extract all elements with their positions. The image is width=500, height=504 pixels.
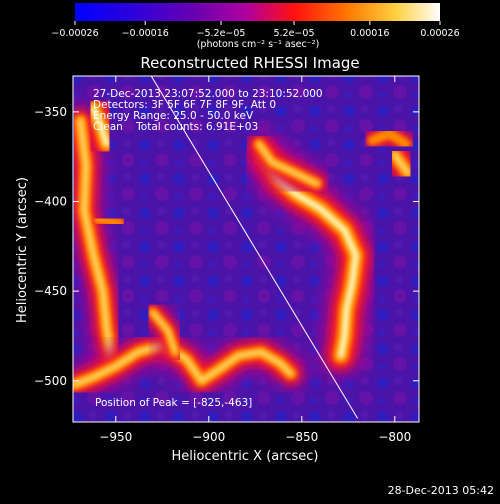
- chart-title: Reconstructed RHESSI Image: [140, 54, 359, 72]
- colorbar-tick-label: 0.00016: [350, 28, 389, 39]
- emission-yellow: [73, 342, 293, 387]
- emission-top-right-spot: [376, 136, 419, 192]
- emission-right-arc: [242, 134, 378, 378]
- colorbar: −0.00026 −0.00016 −5.2e−05 5.2e−05 0.00016 0.…: [51, 3, 460, 50]
- emission-mid-lower-patch: [138, 298, 190, 367]
- annotations: 27-Dec-2013 23:07:52.000 to 23:10:52.000…: [93, 88, 323, 409]
- y-tick-label: −450: [34, 284, 67, 298]
- y-tick-label: −350: [34, 105, 67, 119]
- emission-yellow: [257, 142, 319, 186]
- solar-limb-line: [150, 76, 359, 419]
- emission-core: [92, 106, 108, 146]
- y-axis: −350 −400 −450 −500: [34, 105, 419, 388]
- plot-frame: [72, 75, 420, 423]
- colorbar-tick-label: 0.00026: [420, 28, 459, 39]
- colorbar-tick-label: −0.00016: [122, 28, 169, 39]
- y-tick-label: −500: [34, 374, 67, 388]
- y-tick-label: −400: [34, 194, 67, 208]
- emission-mid-left-blob: [84, 206, 133, 236]
- emission-orange: [367, 128, 411, 149]
- emission-orange: [92, 214, 124, 228]
- annotation-peak: Position of Peak = [-825,-463]: [95, 397, 252, 409]
- annotation-energy: Energy Range: 25.0 - 50.0 keV: [93, 110, 254, 122]
- colorbar-units: (photons cm⁻² s⁻¹ asec⁻²): [197, 39, 320, 50]
- y-axis-label: Heliocentric Y (arcsec): [15, 177, 30, 323]
- colorbar-tick-label: −5.2e−05: [197, 28, 246, 39]
- x-axis-label: Heliocentric X (arcsec): [172, 449, 319, 464]
- colorbar-ticks: −0.00026 −0.00016 −5.2e−05 5.2e−05 0.00016 0.…: [51, 21, 460, 39]
- x-tick-label: −900: [192, 430, 225, 444]
- annotation-time-range: 27-Dec-2013 23:07:52.000 to 23:10:52.000: [93, 88, 323, 100]
- emission-yellow: [78, 118, 115, 366]
- colorbar-tick-label: −0.00026: [51, 28, 98, 39]
- x-tick-label: −950: [99, 430, 132, 444]
- colorbar-gradient: [75, 3, 440, 21]
- annotation-method: Clean Total counts: 6.91E+03: [93, 121, 258, 133]
- heatmap-image: [73, 76, 419, 422]
- emission-top-right-ring: [359, 119, 419, 158]
- annotation-detectors: Detectors: 3F 5F 6F 7F 8F 9F, Att 0: [93, 99, 276, 111]
- x-axis: −950 −900 −850 −800: [99, 76, 411, 444]
- colorbar-tick-label: 5.2e−05: [273, 28, 314, 39]
- emission-bottom-row: [73, 328, 308, 402]
- emission-left-arc: [73, 103, 130, 381]
- x-tick-label: −850: [285, 430, 318, 444]
- emission-top-left-blob: [73, 87, 128, 166]
- emission-yellow: [392, 152, 411, 176]
- footer-timestamp: 28-Dec-2013 05:42: [388, 484, 494, 497]
- emission-right-arc-top: [243, 128, 332, 199]
- emission-yellow: [151, 310, 177, 354]
- emission-core: [263, 155, 358, 358]
- x-tick-label: −800: [378, 430, 411, 444]
